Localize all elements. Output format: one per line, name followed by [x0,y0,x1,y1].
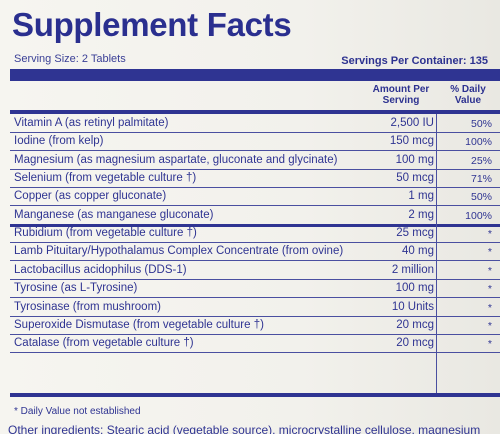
nutrient-name: Tyrosinase (from mushroom) [14,300,161,313]
table-row: Selenium (from vegetable culture †) 50 mc… [10,170,500,189]
nutrient-daily-value: 100% [465,209,492,222]
table-row: Rubidium (from vegetable culture †) 25 mc… [10,225,500,244]
nutrient-daily-value: 50% [470,118,492,130]
nutrient-name: Iodine (from kelp) [14,135,104,148]
nutrient-amount: 50 mcg [396,172,434,185]
table-row: Iodine (from kelp) 150 mcg 100% [10,133,500,152]
nutrient-daily-value: * [487,246,492,259]
nutrient-name: Manganese (as manganese gluconate) [14,208,214,221]
nutrient-amount: 100 mg [395,153,434,166]
amount-column-header: Amount Per Serving [372,84,430,106]
servings-per-container: Servings Per Container: 135 [341,55,488,67]
table-row: Tyrosinase (from mushroom) 10 Units * [10,299,500,317]
table-row: Copper (as copper gluconate) 1 mg 50% [10,188,500,207]
table-row: Catalase (from vegetable culture †) 20 mc… [10,335,500,354]
table-row: Tyrosine (as L-Tyrosine) 100 mg * [10,280,500,299]
nutrient-daily-value: 25% [470,154,492,167]
table-row: Magnesium (as magnesium aspartate, gluco… [10,152,500,170]
nutrient-amount: 150 mcg [389,135,434,148]
nutrient-name: Copper (as copper gluconate) [14,190,167,203]
table-row: Manganese (as manganese gluconate) 2 mg 10… [10,207,500,227]
nutrient-daily-value: * [487,301,492,314]
nutrient-name: Magnesium (as magnesium aspartate, gluco… [14,153,338,166]
nutrient-name: Lamb Pituitary/Hypothalamus Complex Conc… [14,245,344,258]
nutrient-daily-value: 50% [470,191,492,204]
column-divider [436,114,437,393]
table-bottom-rule [10,393,500,397]
nutrient-amount: 2 million [391,263,434,276]
other-ingredients: Other ingredients: Stearic acid (vegetab… [8,423,481,434]
column-header-rule [10,110,500,114]
nutrient-daily-value: 100% [465,136,492,149]
nutrient-daily-value: 71% [470,173,492,186]
nutrient-daily-value: * [487,338,492,351]
nutrient-amount: 1 mg [408,190,434,203]
nutrient-name: Tyrosine (as L-Tyrosine) [14,282,138,295]
nutrient-amount: 20 mcg [396,337,434,350]
nutrient-amount: 20 mcg [396,318,434,331]
nutrient-amount: 2,500 IU [390,117,434,129]
nutrient-daily-value: * [487,319,492,332]
table-row: Vitamin A (as retinyl palmitate) 2,500 IU… [10,115,500,133]
nutrient-name: Lactobacillus acidophilus (DDS-1) [14,263,187,276]
serving-size: Serving Size: 2 Tablets [14,53,126,65]
daily-value-footnote: * Daily Value not established [14,406,141,417]
table-row: Lactobacillus acidophilus (DDS-1) 2 milli… [10,262,500,280]
daily-value-column-header: % Daily Value [450,84,486,106]
panel-title: Supplement Facts [12,6,292,43]
nutrient-name: Rubidium (from vegetable culture †) [14,227,197,240]
nutrient-amount: 25 mcg [396,227,434,240]
nutrient-name: Superoxide Dismutase (from vegetable cul… [14,318,264,331]
header-rule [10,69,500,81]
nutrient-name: Vitamin A (as retinyl palmitate) [14,117,169,129]
nutrient-name: Selenium (from vegetable culture †) [14,172,197,185]
table-row: Superoxide Dismutase (from vegetable cul… [10,317,500,335]
nutrient-amount: 40 mg [402,245,434,258]
table-row: Lamb Pituitary/Hypothalamus Complex Conc… [10,243,500,262]
nutrient-name: Catalase (from vegetable culture †) [14,337,194,350]
nutrient-amount: 100 mg [395,282,434,295]
nutrient-daily-value: * [487,283,492,296]
nutrient-daily-value: * [487,264,492,277]
nutrient-daily-value: * [487,228,492,241]
nutrient-amount: 2 mg [408,208,434,221]
nutrient-amount: 10 Units [391,300,434,313]
